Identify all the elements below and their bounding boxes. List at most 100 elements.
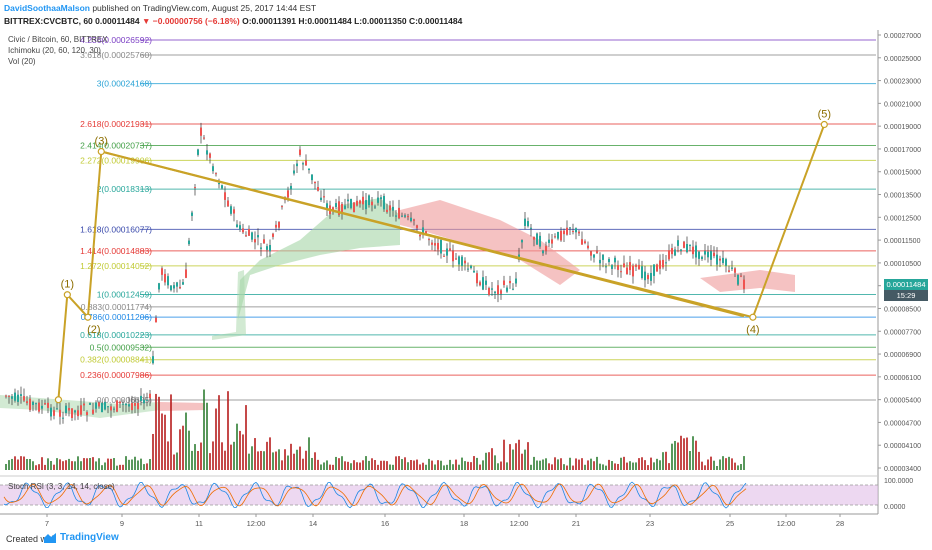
candle-body — [527, 221, 529, 227]
volume-bar — [491, 448, 493, 470]
volume-bar — [344, 461, 346, 470]
volume-bar — [335, 456, 337, 470]
volume-bar — [242, 434, 244, 470]
volume-bar — [320, 464, 322, 470]
candle-body — [392, 206, 394, 211]
price-tick-label: 0.00015000 — [884, 170, 921, 177]
candle-body — [266, 246, 268, 250]
candle-body — [572, 231, 574, 233]
candle-body — [467, 268, 469, 270]
candle-body — [701, 256, 703, 259]
fib-label-16: 0.236(0.00007986) — [80, 370, 152, 380]
candle-body — [539, 235, 541, 247]
candle-body — [347, 199, 349, 202]
price-tick-label: 0.00027000 — [884, 33, 921, 40]
volume-bar — [359, 462, 361, 470]
volume-bar — [653, 462, 655, 470]
fib-label-0: 4.236(0.00026592) — [80, 35, 152, 45]
volume-bar — [704, 465, 706, 470]
volume-bar — [185, 412, 187, 470]
fib-label-13: 0.618(0.00010223) — [80, 330, 152, 340]
volume-bar — [737, 465, 739, 470]
candle-body — [29, 398, 31, 411]
candle-body — [683, 241, 685, 248]
volume-bar — [611, 461, 613, 470]
volume-bar — [632, 462, 634, 470]
candle-body — [158, 283, 160, 290]
volume-bar — [239, 430, 241, 470]
candle-body — [173, 285, 175, 289]
candle-body — [41, 405, 43, 409]
candle-body — [677, 240, 679, 246]
footer: Created with TradingView — [0, 528, 932, 550]
candle-body — [191, 212, 193, 216]
candle-body — [647, 274, 649, 280]
candle-body — [575, 228, 577, 233]
legend-ichimoku[interactable]: Ichimoku (20, 60, 120, 30) — [8, 46, 101, 55]
time-tick-label: 12:00 — [510, 519, 529, 526]
volume-bar — [89, 458, 91, 470]
candle-body — [491, 288, 493, 290]
volume-bar — [596, 456, 598, 470]
candle-body — [137, 403, 139, 410]
candle-body — [590, 251, 592, 256]
candle-body — [350, 198, 352, 208]
candle-body — [428, 239, 430, 241]
price-chart[interactable]: 4.236(0.00026592) 3.618(0.00025760) 3(0.00… — [0, 30, 932, 526]
legend-vol[interactable]: Vol (20) — [8, 57, 36, 66]
volume-bar — [707, 459, 709, 470]
price-tick-label: 0.00006900 — [884, 352, 921, 359]
volume-bar — [194, 444, 196, 470]
volume-bar — [134, 456, 136, 470]
candle-body — [134, 402, 136, 406]
volume-bar — [548, 463, 550, 470]
candle-body — [23, 396, 25, 401]
candle-body — [107, 406, 109, 408]
candle-body — [119, 401, 121, 404]
volume-bar — [719, 459, 721, 470]
volume-bar — [260, 450, 262, 470]
volume-bar — [281, 460, 283, 470]
candle-body — [641, 266, 643, 279]
volume-bar — [674, 440, 676, 470]
candle-body — [488, 288, 490, 295]
candle-body — [584, 241, 586, 244]
time-tick-label: 16 — [381, 519, 389, 526]
volume-bar — [290, 443, 292, 470]
fib-label-4: 2.414(0.00020737) — [80, 140, 152, 150]
volume-bar — [80, 461, 82, 470]
volume-bar — [686, 437, 688, 470]
volume-bar — [545, 458, 547, 470]
candle-body — [296, 163, 298, 167]
volume-bar — [557, 459, 559, 470]
candle-body — [338, 201, 340, 215]
volume-bar — [383, 460, 385, 470]
tradingview-brand[interactable]: TradingView — [60, 532, 119, 543]
price-tick-label: 0.00003400 — [884, 466, 921, 473]
candle-body — [743, 279, 745, 289]
candle-body — [431, 242, 433, 245]
candle-body — [98, 402, 100, 407]
candle-body — [161, 268, 163, 275]
candle-body — [725, 259, 727, 266]
candle-body — [638, 264, 640, 270]
candle-body — [242, 228, 244, 233]
volume-bar — [257, 451, 259, 470]
price-tick-label: 0.00004700 — [884, 420, 921, 427]
author-link[interactable]: DavidSoothaaMalson — [4, 3, 90, 13]
price-tick-label: 0.00012500 — [884, 215, 921, 222]
candle-body — [122, 403, 124, 405]
volume-bar — [488, 452, 490, 470]
candle-body — [281, 206, 283, 208]
volume-bar — [605, 465, 607, 470]
volume-bar — [527, 442, 529, 470]
candle-body — [458, 256, 460, 265]
time-tick-label: 18 — [460, 519, 468, 526]
candle-body — [164, 273, 166, 283]
candle-body — [44, 403, 46, 405]
volume-bar — [8, 460, 10, 470]
candle-body — [149, 393, 151, 399]
candle-body — [620, 271, 622, 273]
stoch-axis-0: 0.0000 — [884, 504, 906, 511]
time-tick-label: 23 — [646, 519, 654, 526]
